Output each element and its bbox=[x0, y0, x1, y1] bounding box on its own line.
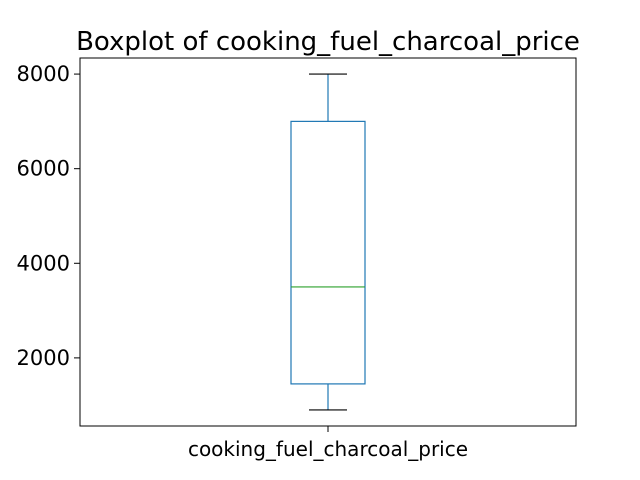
y-tick-label: 4000 bbox=[17, 251, 70, 275]
iqr-box bbox=[290, 120, 366, 385]
y-axis: 2000 4000 6000 8000 bbox=[17, 62, 80, 370]
x-axis: cooking_fuel_charcoal_price bbox=[188, 426, 468, 461]
x-category-label: cooking_fuel_charcoal_price bbox=[188, 437, 468, 461]
y-tick-label: 6000 bbox=[17, 157, 70, 181]
y-tick-label: 8000 bbox=[17, 62, 70, 86]
y-tick-label: 2000 bbox=[17, 346, 70, 370]
chart-title: Boxplot of cooking_fuel_charcoal_price bbox=[76, 27, 580, 57]
box-group bbox=[290, 73, 366, 411]
